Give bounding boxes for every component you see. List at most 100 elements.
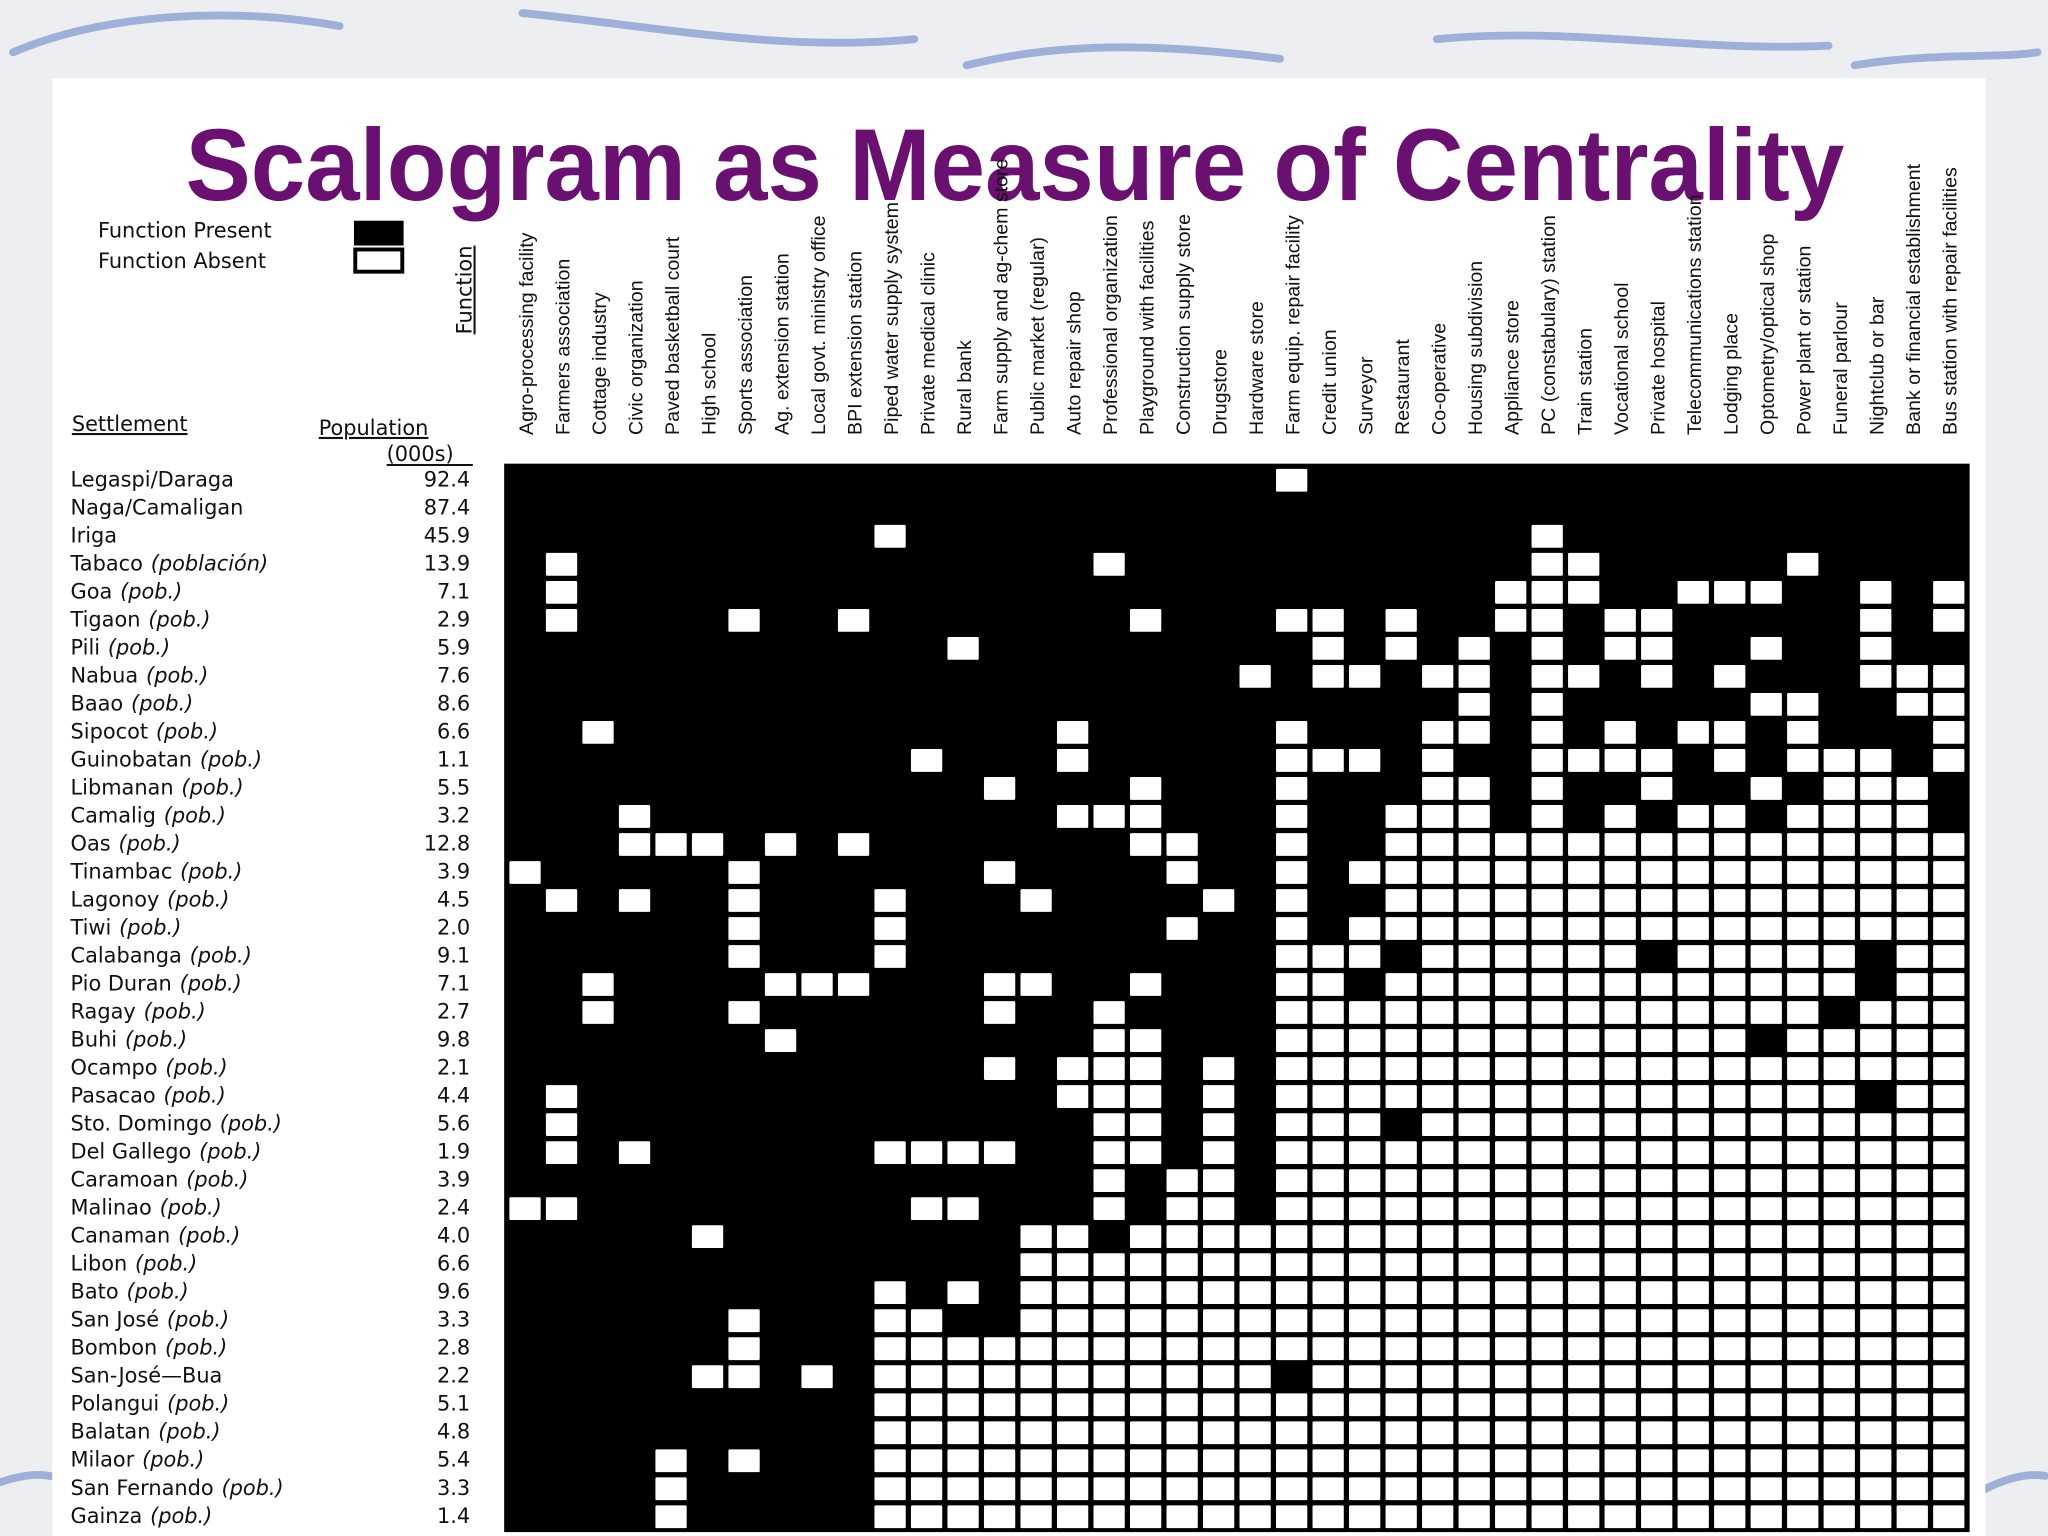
function-absent: [1860, 805, 1892, 828]
function-absent: [1239, 664, 1271, 688]
function-absent: [1349, 917, 1381, 940]
function-present: [1787, 664, 1819, 688]
function-present: [655, 1057, 687, 1080]
function-absent: [1860, 1113, 1892, 1136]
function-absent: [1129, 1421, 1162, 1445]
function-name: Housing subdivision: [1465, 261, 1487, 435]
function-present: [764, 1449, 797, 1473]
function-absent: [983, 1001, 1016, 1024]
function-absent: [1933, 1505, 1965, 1529]
function-absent: [1093, 552, 1125, 576]
function-present: [1349, 833, 1381, 856]
function-present: [509, 1141, 541, 1164]
function-present: [764, 917, 797, 940]
function-absent: [874, 917, 906, 940]
function-absent: [1203, 1141, 1235, 1164]
settlement: Libon: [71, 1252, 128, 1276]
function-present: [837, 1309, 870, 1333]
function-present: [1056, 777, 1089, 800]
function-absent: [1823, 1393, 1855, 1417]
function-present: [801, 749, 833, 772]
function-absent: [1166, 1197, 1198, 1221]
function-absent: [1458, 1281, 1490, 1305]
function-present: [1750, 468, 1782, 492]
function-absent: [1312, 1001, 1344, 1024]
function-present: [691, 889, 724, 912]
population: 3.9: [437, 859, 470, 883]
function-present: [1203, 496, 1235, 520]
function-present: [1312, 468, 1344, 492]
function-absent: [1787, 805, 1819, 828]
function-absent: [1787, 1197, 1819, 1221]
function-absent: [1312, 1197, 1344, 1221]
function-present: [874, 833, 906, 856]
function-absent: [1823, 805, 1855, 828]
function-present: [691, 1253, 724, 1277]
function-present: [691, 468, 724, 492]
function-present: [1385, 945, 1417, 968]
function-absent: [1422, 1029, 1454, 1052]
function-absent: [1860, 1197, 1892, 1221]
function-absent: [1714, 1141, 1746, 1164]
function-present: [1239, 1169, 1271, 1193]
function-present: [1203, 861, 1235, 884]
function-absent: [1823, 1421, 1855, 1445]
function-present: [947, 1057, 979, 1080]
function-present: [582, 608, 614, 632]
legend-present-box: [353, 220, 404, 246]
function-present: [1020, 721, 1052, 744]
function-present: [983, 917, 1016, 940]
function-present: [1239, 1197, 1271, 1221]
function-present: [1020, 468, 1052, 492]
function-absent: [1933, 1365, 1965, 1389]
function-absent: [1495, 608, 1527, 632]
function-absent: [1495, 1169, 1527, 1193]
function-absent: [1568, 1253, 1600, 1277]
function-absent: [910, 1505, 943, 1529]
function-absent: [1933, 1449, 1965, 1473]
function-absent: [1276, 917, 1308, 940]
function-absent: [1714, 1393, 1746, 1417]
function-absent: [1860, 1253, 1892, 1277]
function-present: [1896, 496, 1928, 520]
function-present: [545, 1337, 578, 1361]
function-absent: [1056, 1057, 1089, 1080]
function-absent: [1312, 1029, 1344, 1052]
function-present: [1896, 524, 1928, 548]
function-present: [1129, 749, 1162, 772]
function-present: [983, 524, 1016, 548]
function-absent: [1312, 1477, 1344, 1501]
function-present: [764, 805, 797, 828]
function-absent: [1787, 889, 1819, 912]
function-present: [874, 1085, 906, 1108]
function-absent: [1020, 889, 1052, 912]
function-absent: [1750, 693, 1782, 716]
function-absent: [1714, 1365, 1746, 1389]
function-absent: [1677, 1309, 1709, 1333]
function-present: [1787, 496, 1819, 520]
function-absent: [1677, 1393, 1709, 1417]
function-name: Nightclub or bar: [1867, 296, 1889, 435]
function-present: [582, 524, 614, 548]
function-present: [1823, 580, 1855, 604]
function-present: [691, 1281, 724, 1305]
function-absent: [1933, 1169, 1965, 1193]
settlement-qualifier: (pob.): [108, 635, 170, 659]
function-present: [1750, 552, 1782, 576]
function-present: [1093, 1225, 1125, 1249]
settlement-name: Goa (pob.): [71, 579, 183, 603]
function-absent: [874, 1421, 906, 1445]
function-absent: [1349, 1505, 1381, 1529]
title: Scalogram as Measure of Centrality: [185, 108, 1844, 222]
function-absent: [983, 1449, 1016, 1473]
function-absent: [1677, 1169, 1709, 1193]
function-present: [1239, 777, 1271, 800]
function-present: [801, 1029, 833, 1052]
function-absent: [1276, 1449, 1308, 1473]
function-present: [801, 1477, 833, 1501]
function-present: [983, 1029, 1016, 1052]
function-absent: [1860, 917, 1892, 940]
function-absent: [1203, 1281, 1235, 1305]
function-absent: [618, 1141, 651, 1164]
